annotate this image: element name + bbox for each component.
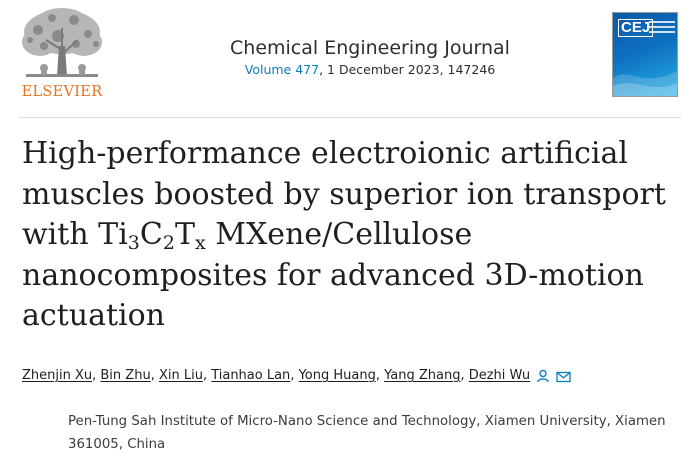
volume-link[interactable]: Volume 477 [244, 62, 320, 77]
publisher-name: ELSEVIER [21, 84, 103, 100]
author-link[interactable]: Xin Liu [158, 368, 203, 383]
journal-info: Chemical Engineering Journal Volume 477,… [160, 36, 580, 80]
cover-abbrev: CEJ [618, 19, 654, 37]
author-link[interactable]: Dezhi Wu [468, 368, 531, 383]
author-list: Zhenjin Xu, Bin Zhu, Xin Liu, Tianhao La… [22, 366, 571, 386]
journal-title-link[interactable]: Chemical Engineering Journal [230, 37, 510, 59]
journal-cover-thumbnail[interactable]: CEJ [612, 12, 678, 97]
article-header: ELSEVIER Chemical Engineering Journal Vo… [0, 0, 699, 110]
author-link[interactable]: Tianhao Lan [211, 368, 291, 383]
author-affiliation: Pen-Tung Sah Institute of Micro-Nano Sci… [68, 414, 666, 452]
tree-icon [22, 8, 102, 77]
header-divider [18, 117, 681, 118]
issue-details: , 1 December 2023, 147246 [319, 62, 496, 77]
elsevier-logo[interactable]: ELSEVIER [18, 6, 106, 104]
cover-text-lines [649, 21, 675, 36]
cover-wave-graphic [613, 70, 677, 96]
author-link[interactable]: Yang Zhang [384, 368, 461, 383]
author-link[interactable]: Zhenjin Xu [22, 368, 93, 383]
author-link[interactable]: Yong Huang [298, 368, 376, 383]
person-icon[interactable] [536, 369, 550, 383]
author-link[interactable]: Bin Zhu [100, 368, 151, 383]
article-title: High-performance electroionic artificial… [22, 136, 666, 333]
issue-line: Volume 477, 1 December 2023, 147246 [160, 60, 580, 80]
envelope-icon[interactable] [556, 371, 571, 383]
